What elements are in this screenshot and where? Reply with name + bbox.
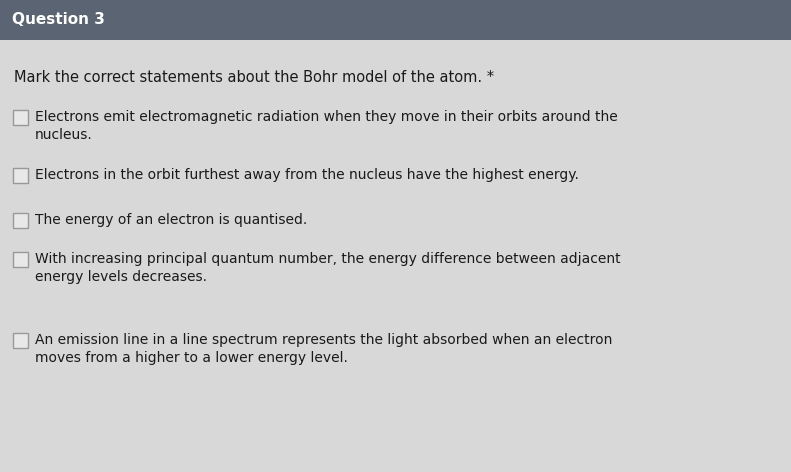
Bar xyxy=(0,0,791,40)
Text: The energy of an electron is quantised.: The energy of an electron is quantised. xyxy=(35,213,307,227)
Text: Electrons emit electromagnetic radiation when they move in their orbits around t: Electrons emit electromagnetic radiation… xyxy=(35,110,618,143)
Bar xyxy=(13,252,28,267)
Text: Mark the correct statements about the Bohr model of the atom. *: Mark the correct statements about the Bo… xyxy=(14,70,494,85)
Bar xyxy=(13,333,28,348)
Bar xyxy=(13,110,28,125)
Text: With increasing principal quantum number, the energy difference between adjacent: With increasing principal quantum number… xyxy=(35,252,621,285)
Text: An emission line in a line spectrum represents the light absorbed when an electr: An emission line in a line spectrum repr… xyxy=(35,333,612,365)
Text: Question 3: Question 3 xyxy=(12,12,105,27)
Bar xyxy=(13,168,28,183)
Bar xyxy=(13,213,28,228)
Text: Electrons in the orbit furthest away from the nucleus have the highest energy.: Electrons in the orbit furthest away fro… xyxy=(35,168,579,182)
